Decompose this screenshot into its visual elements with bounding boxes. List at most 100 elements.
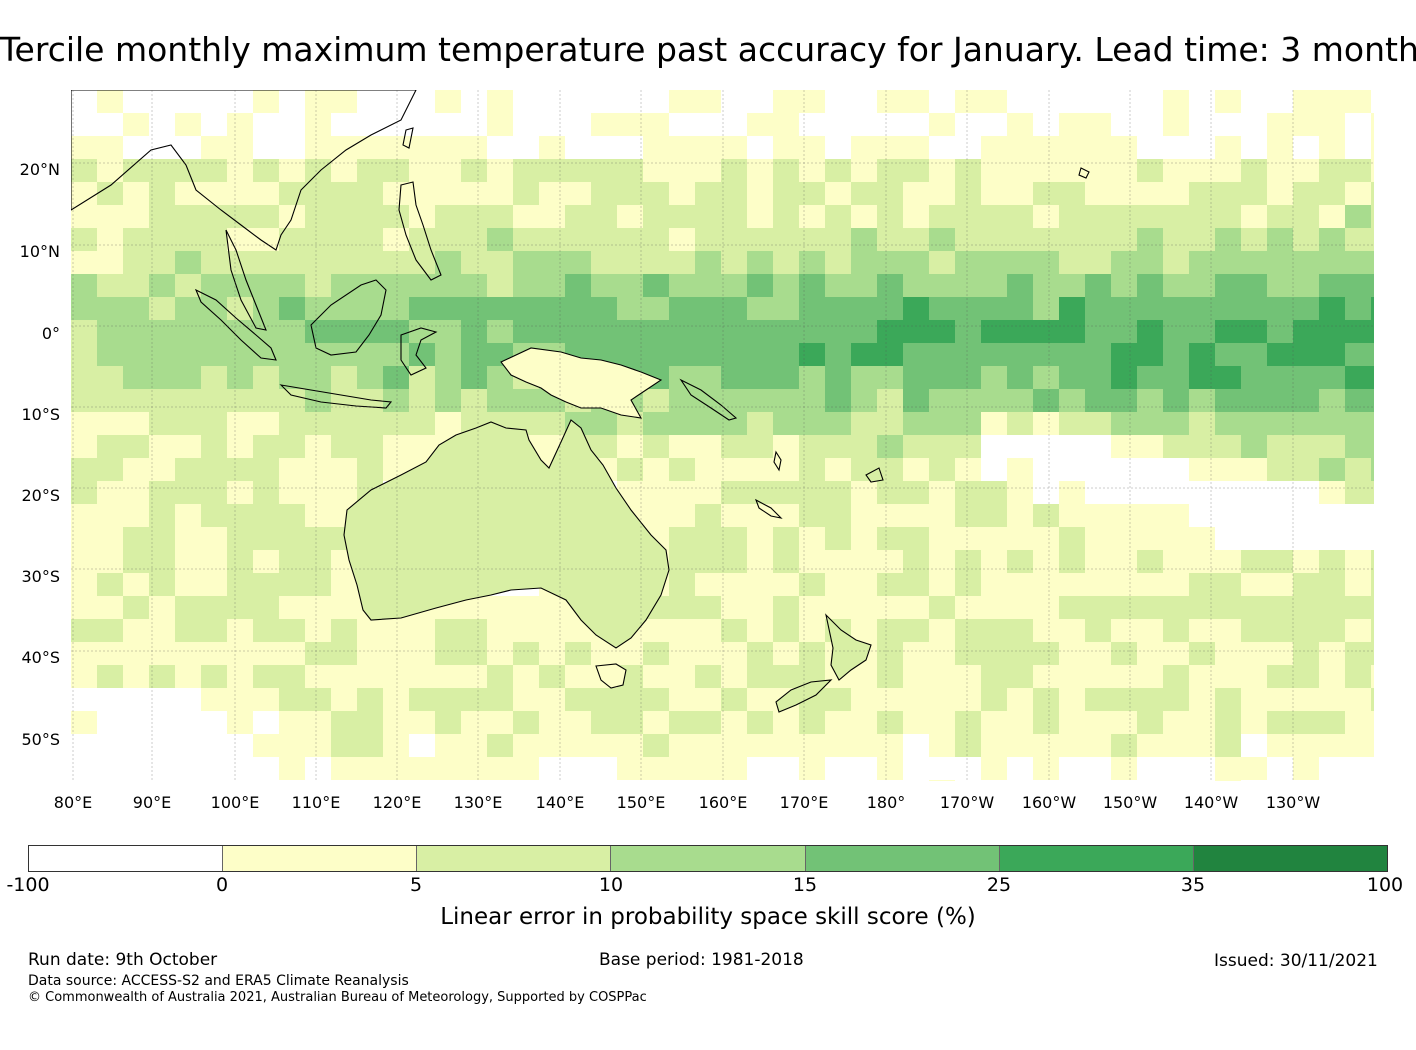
skill-cell	[1241, 366, 1268, 390]
skill-cell	[435, 113, 462, 137]
skill-cell	[1241, 228, 1268, 252]
skill-cell	[981, 619, 1008, 643]
skill-cell	[773, 573, 800, 597]
skill-cell	[1371, 343, 1374, 367]
skill-cell	[981, 412, 1008, 436]
skill-cell	[1215, 251, 1242, 275]
skill-cell	[929, 527, 956, 551]
skill-cell	[643, 251, 670, 275]
skill-cell	[123, 527, 150, 551]
skill-cell	[1241, 734, 1268, 758]
skill-cell	[747, 688, 774, 712]
skill-cell	[1059, 205, 1086, 229]
skill-cell	[71, 320, 98, 344]
skill-cell	[955, 527, 982, 551]
skill-cell	[227, 688, 254, 712]
skill-cell	[1371, 297, 1374, 321]
skill-cell	[227, 527, 254, 551]
skill-cell	[1345, 481, 1372, 505]
skill-cell	[1137, 435, 1164, 459]
malay-peninsula-coastline	[225, 229, 267, 331]
skill-cell	[565, 734, 592, 758]
lon-label-150w: 150°W	[1102, 793, 1158, 812]
skill-cell	[123, 688, 150, 712]
skill-cell	[357, 366, 384, 390]
skill-cell	[981, 711, 1008, 735]
skill-cell	[825, 228, 852, 252]
skill-cell	[825, 182, 852, 206]
skill-cell	[669, 757, 696, 781]
skill-cell	[1371, 159, 1374, 183]
skill-cell	[1033, 596, 1060, 620]
skill-cell	[1267, 573, 1294, 597]
skill-cell	[1293, 366, 1320, 390]
skill-cell	[695, 665, 722, 689]
skill-cell	[1189, 389, 1216, 413]
skill-cell	[305, 757, 332, 781]
skill-cell	[1345, 780, 1372, 781]
skill-cell	[305, 412, 332, 436]
skill-cell	[1345, 228, 1372, 252]
skill-cell	[877, 205, 904, 229]
skill-cell	[487, 596, 514, 620]
skill-cell	[747, 527, 774, 551]
skill-cell	[1345, 343, 1372, 367]
skill-cell	[721, 90, 748, 114]
skill-cell	[1111, 389, 1138, 413]
skill-cell	[149, 228, 176, 252]
skill-cell	[513, 734, 540, 758]
skill-cell	[175, 780, 202, 781]
skill-cell	[487, 734, 514, 758]
skill-cell	[721, 297, 748, 321]
skill-cell	[71, 159, 98, 183]
skill-cell	[617, 113, 644, 137]
skill-cell	[695, 734, 722, 758]
skill-cell	[1007, 343, 1034, 367]
skill-cell	[1267, 205, 1294, 229]
skill-cell	[227, 136, 254, 160]
skill-cell	[1033, 734, 1060, 758]
skill-cell	[331, 481, 358, 505]
skill-cell	[669, 182, 696, 206]
skill-cell	[643, 159, 670, 183]
skill-cell	[149, 205, 176, 229]
skill-cell	[565, 297, 592, 321]
skill-cell	[955, 734, 982, 758]
skill-cell	[175, 642, 202, 666]
skill-cell	[1137, 113, 1164, 137]
skill-cell	[1345, 205, 1372, 229]
skill-cell	[1059, 711, 1086, 735]
skill-cell	[851, 205, 878, 229]
skill-cell	[253, 711, 280, 735]
skill-cell	[383, 711, 410, 735]
skill-cell	[695, 389, 722, 413]
skill-score-map[interactable]	[71, 90, 1374, 781]
skill-cell	[1111, 550, 1138, 574]
skill-cell	[773, 757, 800, 781]
skill-cell	[1085, 481, 1112, 505]
skill-cell	[149, 711, 176, 735]
skill-cell	[227, 182, 254, 206]
skill-cell	[227, 366, 254, 390]
skill-cell	[773, 182, 800, 206]
skill-cell	[1007, 297, 1034, 321]
skill-cell	[1267, 159, 1294, 183]
skill-cell	[773, 619, 800, 643]
skill-cell	[773, 251, 800, 275]
skill-cell	[877, 573, 904, 597]
skill-cell	[955, 780, 982, 781]
skill-cell	[1319, 297, 1346, 321]
skill-cell	[1007, 757, 1034, 781]
skill-cell	[71, 412, 98, 436]
skill-cell	[851, 435, 878, 459]
skill-cell	[71, 504, 98, 528]
skill-cell	[1241, 688, 1268, 712]
borneo-coastline	[310, 279, 387, 356]
skill-cell	[1293, 504, 1320, 528]
skill-cell	[409, 274, 436, 298]
skill-cell	[383, 389, 410, 413]
skill-cell	[1059, 504, 1086, 528]
skill-cell	[123, 734, 150, 758]
skill-cell	[149, 412, 176, 436]
skill-cell	[1059, 734, 1086, 758]
